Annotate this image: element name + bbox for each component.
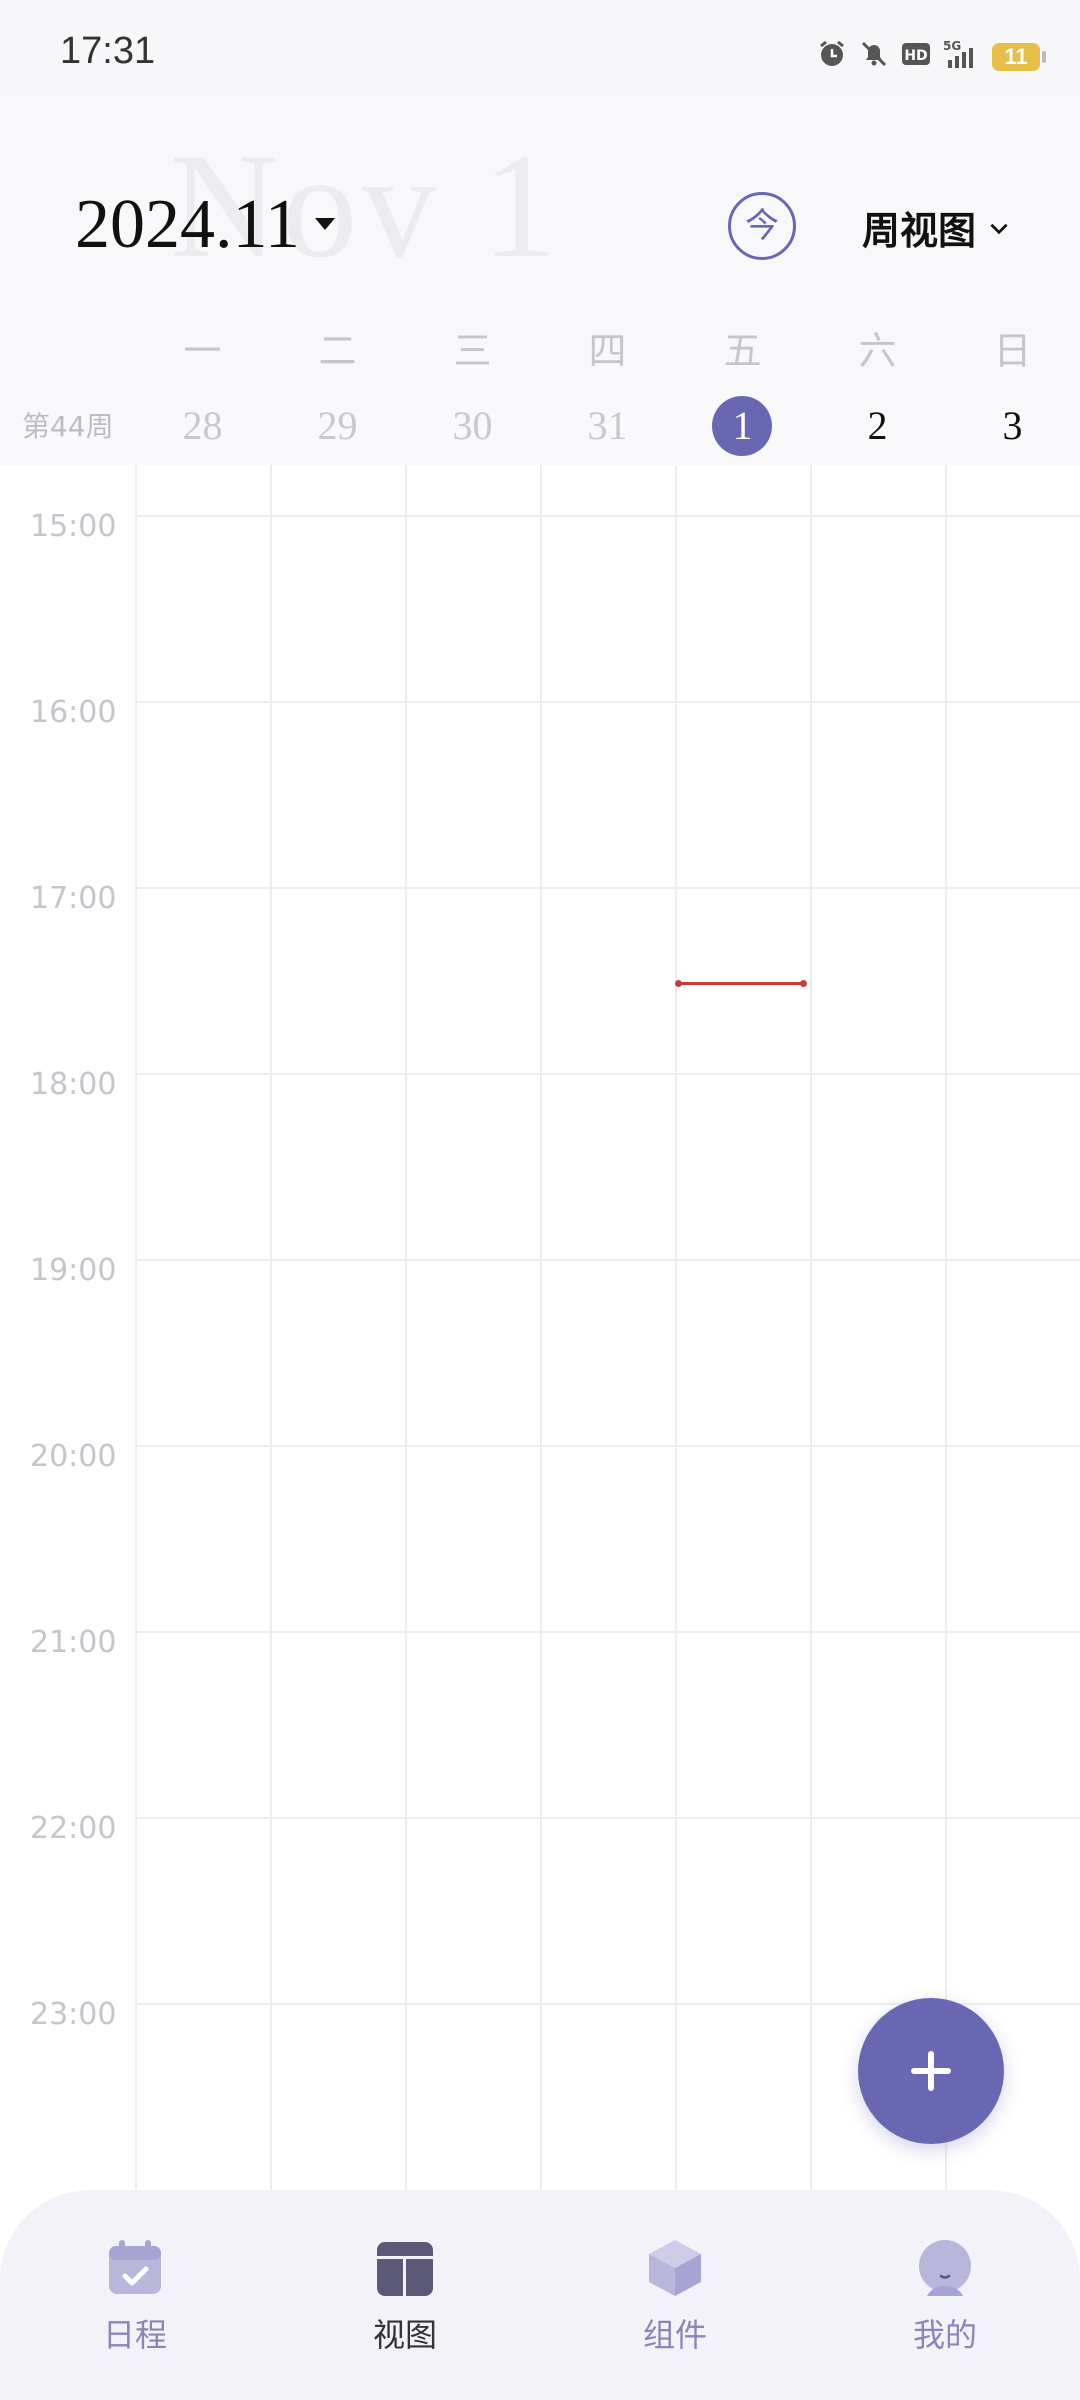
nav-label: 我的 [912,2316,977,2354]
hour-line [135,1817,1080,1819]
hour-line [135,1073,1080,1075]
battery-indicator: 11 [992,42,1046,71]
date-cell[interactable]: 29 [317,403,358,448]
grid-divider [810,465,812,2190]
grid-divider [540,465,542,2190]
weekday-label: 日 [993,329,1032,373]
today-button[interactable]: 今 [728,192,796,260]
grid-divider [675,465,677,2190]
bottom-navigation: 日程 视图 组件 我的 [0,2190,1080,2400]
hour-label: 23:00 [30,1997,117,2032]
nav-label: 视图 [372,2316,437,2354]
date-cell[interactable]: 31 [587,403,628,448]
calendar-check-icon [109,2240,161,2294]
date-cell[interactable]: 2 [867,403,888,448]
grid-divider [945,465,947,2190]
date-cell[interactable]: 3 [1002,403,1023,448]
mute-bell-icon [858,38,890,75]
grid-divider [405,465,407,2190]
chevron-down-icon [990,223,1008,234]
hour-label: 15:00 [30,509,117,544]
svg-text:5G: 5G [943,39,961,53]
hour-label: 20:00 [30,1439,117,1474]
week-number: 第44周 [22,410,114,443]
weekday-label: 三 [453,329,492,373]
svg-text:HD: HD [904,48,927,64]
hour-line [135,1631,1080,1633]
nav-item-views[interactable]: 视图 [305,2236,505,2356]
hour-label: 18:00 [30,1067,117,1102]
cube-icon [649,2240,701,2296]
layout-grid-icon [377,2242,433,2296]
nav-label: 日程 [102,2316,167,2354]
current-time-indicator [675,980,807,987]
nav-item-widgets[interactable]: 组件 [575,2236,775,2356]
hour-line [135,515,1080,517]
hour-line [135,1445,1080,1447]
hour-label: 17:00 [30,881,117,916]
weekday-label: 五 [723,329,762,373]
alarm-icon [816,38,848,75]
hour-line [135,887,1080,889]
hour-label: 22:00 [30,1811,117,1846]
week-time-grid[interactable]: 15:00 16:00 17:00 18:00 19:00 20:00 21:0… [0,465,1080,2190]
view-mode-select[interactable]: 周视图 [862,200,1012,255]
hour-line [135,701,1080,703]
hour-label: 19:00 [30,1253,117,1288]
add-event-button[interactable] [858,1998,1004,2144]
hour-label: 16:00 [30,695,117,730]
nav-label: 组件 [642,2316,707,2354]
hd-icon: HD [900,38,932,75]
date-cell[interactable]: 28 [182,403,223,448]
weekday-header: 一 二 三 四 五 六 日 [0,320,1080,380]
status-bar: 17:31 HD 5G 11 [0,0,1080,110]
status-icons: HD 5G 11 [816,38,1046,75]
grid-divider [270,465,272,2190]
5g-signal-icon: 5G [942,38,982,75]
status-time: 17:31 [60,30,156,72]
weekday-label: 六 [858,329,897,373]
hour-line [135,1259,1080,1261]
header-area: 17:31 HD 5G 11 Nov 1 2024.11 今 周视图 一 二 三… [0,0,1080,465]
weekday-label: 一 [183,329,222,373]
weekday-label: 二 [318,329,357,373]
date-cell-today[interactable]: 1 [675,396,810,456]
background-date: Nov 1 [170,123,561,289]
date-cell[interactable]: 30 [452,403,493,448]
month-selector[interactable]: 2024.11 [75,186,300,263]
plus-icon [911,2051,951,2091]
weekday-label: 四 [588,329,627,373]
nav-item-profile[interactable]: 我的 [845,2236,1045,2356]
profile-icon [919,2240,971,2296]
caret-down-icon[interactable] [315,218,335,230]
grid-divider [135,465,137,2190]
hour-label: 21:00 [30,1625,117,1660]
nav-item-schedule[interactable]: 日程 [35,2236,235,2356]
view-mode-label: 周视图 [862,211,977,253]
hour-line [135,2003,1080,2005]
